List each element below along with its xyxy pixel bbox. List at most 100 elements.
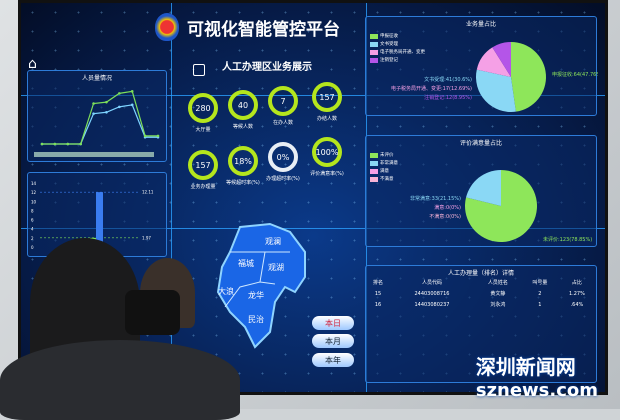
ranking-title: 人工办理量（排名）详情	[447, 270, 514, 277]
legend-swatch	[370, 33, 378, 39]
legend-label: 文书受理	[380, 42, 398, 47]
line-point	[130, 90, 134, 93]
pie-slice[interactable]	[466, 170, 501, 206]
pie-label: 不满意:0(0%)	[429, 213, 461, 220]
stat-ring: 100%	[312, 137, 342, 167]
watermark: 深圳新闻网 sznews.com	[476, 351, 598, 401]
legend-item[interactable]: 文书受理	[370, 41, 425, 47]
legend-label: 满意	[380, 169, 389, 174]
legend-item[interactable]: 不满意	[370, 176, 398, 182]
pie-slice[interactable]	[476, 47, 511, 77]
legend-swatch	[370, 41, 378, 47]
legend-swatch	[370, 160, 378, 166]
pie-label: 未评价:123(78.85%)	[543, 236, 592, 243]
pie-label: 满意:0(0%)	[434, 204, 461, 211]
stat-ring: 7	[268, 86, 298, 116]
year-button[interactable]: 本年	[312, 353, 354, 367]
district-map[interactable]: 观澜 福城 观湖 大浪 龙华 民治	[210, 222, 340, 352]
stat-ring: 0%	[268, 142, 298, 172]
table-cell: 1.27%	[568, 290, 585, 297]
month-button[interactable]: 本月	[312, 334, 354, 348]
pie-label: 文书受理:41(30.6%)	[424, 76, 472, 83]
center-title: 人工办理区业务展示	[222, 62, 312, 73]
table-cell: 刘永鸿	[490, 302, 506, 308]
pie-slice[interactable]	[511, 42, 546, 112]
line-point	[105, 100, 108, 104]
marker-label: 1.97	[142, 235, 151, 240]
pie-label: 申报征收:64(47.76%)	[552, 71, 598, 78]
legend-swatch	[370, 152, 378, 158]
legend-item[interactable]: 电子税务局开通、变更	[370, 49, 425, 55]
evaluation-pie-chart: 未评价:123(78.85%) 非常满意:33(21.15%) 满意:0(0%) 不满…	[410, 170, 592, 243]
district-label: 龙华	[248, 290, 264, 300]
chart-title: 业务量占比	[465, 21, 496, 28]
stat-label: 等候超时率(%)	[226, 180, 260, 186]
district-label: 大浪	[218, 286, 234, 296]
line-point	[130, 103, 134, 107]
y-tick-label: 2	[31, 236, 34, 241]
marker-label: 12.11	[142, 190, 154, 195]
pie-label: 注销登记:12(8.95%)	[424, 94, 472, 101]
legend-swatch	[370, 176, 378, 182]
district-label: 福城	[238, 259, 254, 268]
chart-scrollbar[interactable]	[34, 152, 154, 157]
line-series	[42, 90, 158, 145]
line-point	[92, 102, 95, 105]
bar	[96, 192, 103, 247]
business-pie-panel: 业务量占比 申报征收:64(47.76%) 文书受理:41(30.6%) 电子税务局…	[365, 16, 598, 116]
legend-item[interactable]: 申报征收	[370, 33, 425, 39]
ranking-table: 排名 人员代码 人员姓名 叫号量 占比 15 24403008716 黄文静 2 1.27% 16 1…	[366, 277, 596, 310]
ranking-panel: 人工办理量（排名）详情 排名 人员代码 人员姓名 叫号量 占比 15 24403008716…	[365, 265, 597, 383]
column-header: 排名	[372, 280, 383, 286]
pie-slice[interactable]	[492, 42, 511, 77]
line-point	[143, 134, 147, 138]
legend-item[interactable]: 未评价	[370, 152, 398, 158]
line-point	[53, 142, 57, 146]
district-label: 观湖	[268, 263, 284, 272]
table-cell: 1	[538, 301, 542, 308]
stat-label: 在办人数	[272, 120, 293, 126]
legend-swatch	[370, 168, 378, 174]
legend-item[interactable]: 满意	[370, 168, 398, 174]
y-tick-label: 12	[31, 190, 37, 195]
business-pie-chart: 申报征收:64(47.76%) 文书受理:41(30.6%) 电子税务局开通、变更:…	[391, 42, 598, 112]
line-point	[66, 142, 70, 146]
home-icon[interactable]: ⌂	[28, 56, 37, 72]
pie-label: 电子税务局开通、变更:17(12.69%)	[391, 85, 472, 92]
table-cell: 14403080237	[414, 301, 450, 308]
legend-item[interactable]: 非常满意	[370, 160, 398, 166]
legend-label: 电子税务局开通、变更	[380, 50, 425, 55]
district-label: 民治	[248, 314, 264, 324]
line-point	[79, 142, 82, 146]
person-shoulders	[0, 340, 240, 420]
legend-item[interactable]: 注销登记	[370, 57, 425, 63]
legend-label: 未评价	[380, 153, 394, 158]
district-label: 观澜	[265, 237, 281, 246]
table-cell: 16	[374, 301, 382, 308]
stat-label: 评价满意率(%)	[310, 171, 344, 177]
district-borders	[224, 251, 290, 308]
legend-label: 非常满意	[380, 161, 398, 166]
legend-label: 注销登记	[380, 58, 398, 63]
map-region[interactable]	[216, 222, 306, 349]
stat-label: 办理超时率(%)	[266, 176, 300, 182]
stat-label: 大厅量	[195, 127, 211, 133]
column-header: 占比	[571, 280, 582, 286]
y-tick-label: 8	[31, 208, 34, 213]
camera	[125, 290, 180, 335]
pie-label: 非常满意:33(21.15%)	[410, 195, 461, 202]
y-tick-label: 4	[31, 227, 34, 232]
pie-slice[interactable]	[476, 69, 516, 112]
header: 可视化智能管控平台	[155, 8, 355, 46]
legend-swatch	[370, 57, 378, 63]
line-point	[118, 92, 121, 95]
stat-label: 等候人数	[232, 124, 253, 130]
today-button[interactable]: 本日	[312, 316, 354, 330]
line-point	[118, 105, 121, 109]
line-point	[156, 134, 160, 138]
chart-title: 评价满意量占比	[459, 140, 502, 147]
line-chart-panel: 人员量情况	[27, 70, 167, 162]
line-series	[42, 104, 158, 145]
y-tick-label: 6	[31, 218, 34, 223]
table-row: 15 24403008716 黄文静 2 1.27%	[366, 288, 596, 299]
